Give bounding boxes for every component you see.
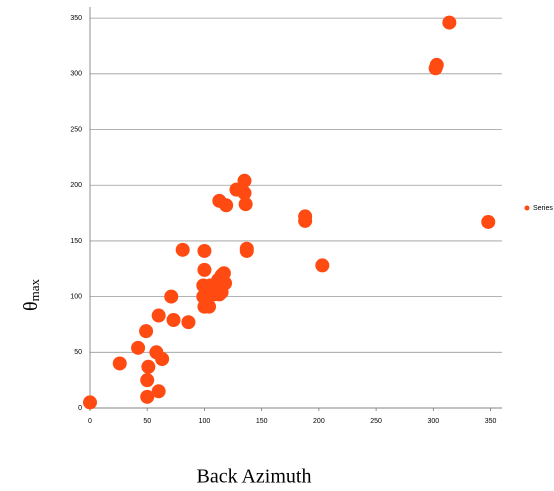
y-label-symbol: θ: [20, 301, 42, 311]
point: [202, 299, 217, 314]
point: [298, 213, 313, 228]
point: [164, 289, 179, 304]
y-tick-label: 350: [70, 15, 82, 22]
x-tick-label: 50: [143, 418, 151, 425]
y-tick-label: 50: [74, 349, 82, 356]
point: [237, 186, 252, 201]
point: [140, 373, 155, 388]
point: [219, 198, 234, 213]
x-tick-label: 300: [427, 418, 439, 425]
y-tick-label: 300: [70, 71, 82, 78]
x-tick-label: 150: [256, 418, 268, 425]
y-tick-label: 200: [70, 182, 82, 189]
point: [181, 315, 196, 330]
x-axis-label: Back Azimuth: [197, 466, 312, 488]
point: [83, 395, 97, 410]
point: [139, 324, 154, 339]
y-tick-label: 250: [70, 126, 82, 133]
point: [112, 356, 127, 371]
point: [166, 313, 181, 328]
y-tick-label: 150: [70, 238, 82, 245]
y-axis-label: θmax: [20, 279, 42, 311]
point: [238, 197, 253, 212]
y-tick-label: 0: [78, 405, 82, 412]
point: [315, 258, 330, 273]
point: [481, 214, 496, 229]
legend-marker: [524, 205, 530, 211]
point: [197, 243, 212, 258]
point: [429, 57, 444, 72]
point: [151, 384, 166, 399]
point: [151, 308, 166, 323]
point: [141, 359, 156, 374]
y-tick-label: 100: [70, 293, 82, 300]
y-label-subscript: max: [27, 279, 42, 302]
point: [218, 276, 233, 291]
point: [239, 243, 254, 258]
x-tick-label: 0: [88, 418, 92, 425]
x-tick-label: 250: [370, 418, 382, 425]
point: [197, 262, 212, 277]
point: [131, 340, 146, 355]
x-tick-label: 350: [485, 418, 497, 425]
legend-label: Series: [533, 205, 553, 212]
point: [212, 287, 227, 302]
point: [155, 351, 170, 366]
x-tick-label: 200: [313, 418, 325, 425]
point: [442, 15, 457, 30]
point: [140, 389, 155, 404]
x-tick-label: 100: [199, 418, 211, 425]
point: [237, 173, 252, 188]
point: [175, 242, 190, 257]
